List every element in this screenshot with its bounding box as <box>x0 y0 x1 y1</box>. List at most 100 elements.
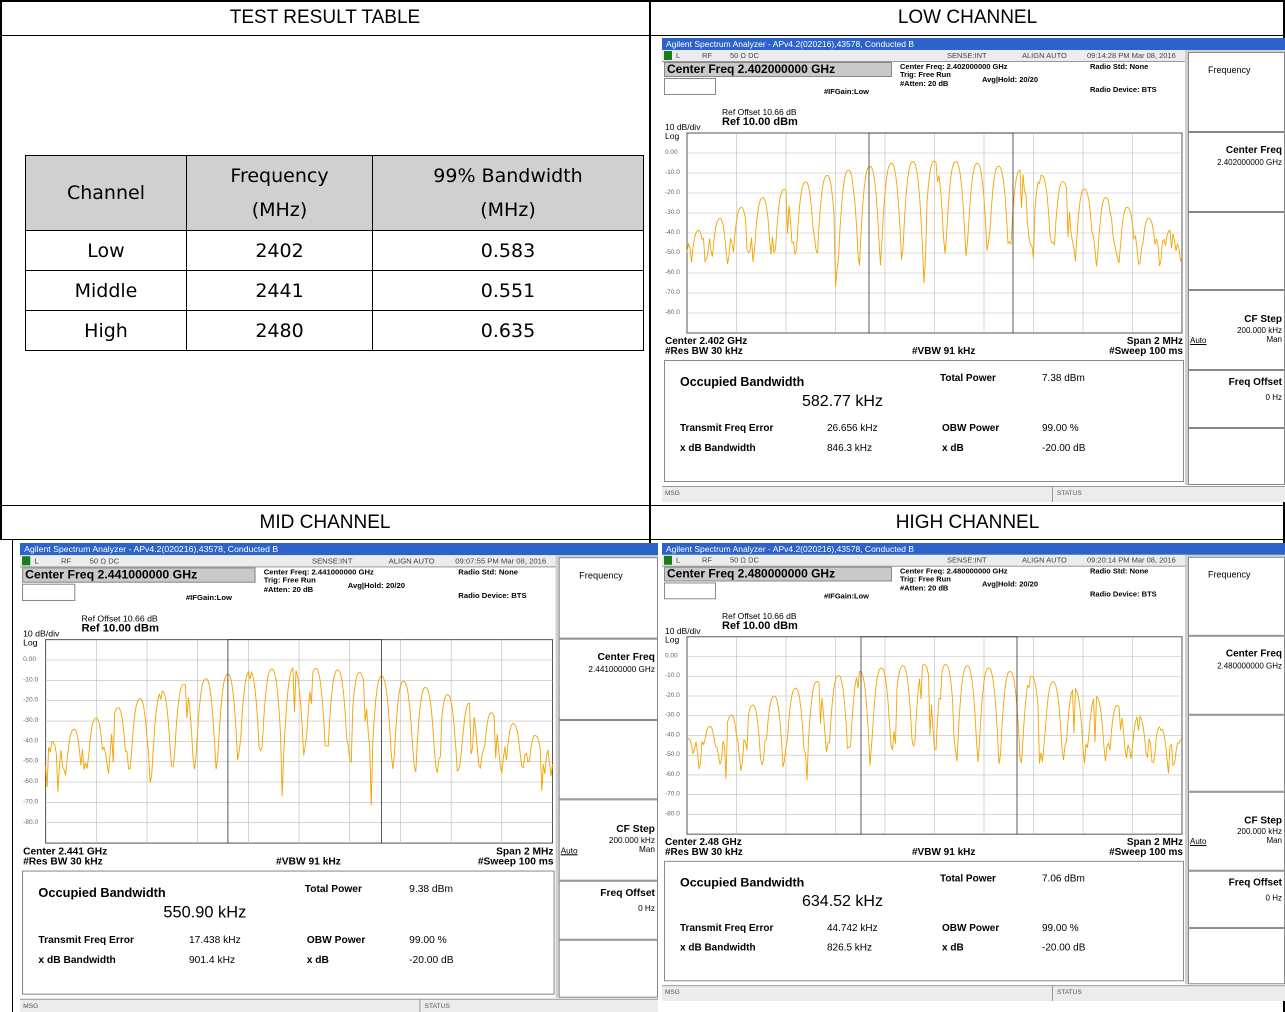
spectrum-plot <box>686 636 1183 835</box>
y-label: -40.0 <box>23 737 39 745</box>
border <box>0 0 2 540</box>
footer-text: STATUS <box>1057 989 1082 997</box>
menu-option: Man <box>1266 335 1282 344</box>
log: Log <box>665 131 680 141</box>
menu-label: CF Step <box>1244 314 1282 325</box>
menu-value: 200.000 kHz <box>1237 827 1282 837</box>
footer-text: MSG <box>665 490 680 497</box>
cell: 0.635 <box>372 310 644 351</box>
menu-value: 0 Hz <box>1265 393 1282 402</box>
meas-label: OBW Power <box>306 934 366 946</box>
trace <box>686 160 1183 287</box>
setting: Radio Std: None <box>1090 62 1149 71</box>
cell: 2441 <box>186 270 373 311</box>
status-text: RF <box>702 555 712 565</box>
status-text: L <box>676 51 681 60</box>
center-freq: Center Freq 2.480000000 GHz <box>667 566 836 581</box>
menu-value: 2.402000000 GHz <box>1217 158 1282 167</box>
row: High 2480 0.635 <box>25 310 644 351</box>
meas-value: 550.90 kHz <box>163 904 247 922</box>
status-badge <box>664 51 672 60</box>
analyzer-screen: Agilent Spectrum Analyzer - APv4.2(02021… <box>662 543 1285 1001</box>
measurement-box <box>664 860 1184 982</box>
menu-key <box>558 799 658 881</box>
menu-key <box>1188 927 1285 985</box>
menu-value: 0 Hz <box>638 904 655 914</box>
status-bar <box>662 554 1185 567</box>
meas-value: -20.00 dB <box>409 954 454 967</box>
menu-option: Man <box>638 845 655 855</box>
input-box <box>22 583 76 601</box>
menu-option: Auto <box>560 846 578 856</box>
setting: Avg|Hold: 20/20 <box>982 579 1039 589</box>
menu-option: Man <box>1266 836 1282 846</box>
y-label: -30.0 <box>665 711 680 719</box>
meas-value: 826.5 kHz <box>827 942 873 954</box>
center-freq-box <box>664 62 892 77</box>
setting: #Atten: 20 dB <box>263 584 314 594</box>
meas-value: -20.00 dB <box>1042 942 1086 954</box>
axis-text: #Res BW 30 kHz <box>665 346 743 357</box>
meas-label: x dB Bandwidth <box>680 942 756 954</box>
input-box <box>664 78 716 95</box>
y-label: -70.0 <box>665 289 680 296</box>
y-label: -50.0 <box>665 751 680 759</box>
setting: Trig: Free Run <box>900 70 951 79</box>
heading: MID CHANNEL <box>259 512 391 533</box>
window-title: Agilent Spectrum Analyzer - APv4.2(02021… <box>666 39 915 49</box>
axis-text: #Sweep 100 ms <box>477 856 554 868</box>
axis-text: #VBW 91 kHz <box>276 856 341 868</box>
center-freq-box <box>22 567 256 583</box>
status-text: ALIGN AUTO <box>388 556 435 566</box>
status-badge <box>22 556 31 566</box>
msg-bar <box>662 486 1285 502</box>
heading: TEST RESULT TABLE <box>229 7 421 28</box>
axis-text: Center 2.441 GHz <box>23 846 108 858</box>
setting: Radio Device: BTS <box>1090 589 1157 599</box>
row: Low 2402 0.583 <box>25 230 644 271</box>
menu-title: Frequency <box>1208 65 1251 75</box>
cell: Middle <box>25 270 187 311</box>
header-row: Channel Frequency (MHz) 99% Bandwidth (MHz) <box>25 155 644 231</box>
window-title: Agilent Spectrum Analyzer - APv4.2(02021… <box>666 543 915 554</box>
obw-marker <box>227 639 382 844</box>
measurement-box <box>22 870 555 995</box>
status-text: RF <box>702 51 712 60</box>
footer-text: MSG <box>665 989 680 997</box>
y-label: -80.0 <box>665 810 680 818</box>
status-text: 09:07:55 PM Mar 08, 2016 <box>455 556 547 566</box>
menu-label: Center Freq <box>1225 145 1282 156</box>
ref-level: Ref 10.00 dBm <box>81 622 160 635</box>
status-text: SENSE:INT <box>947 51 987 60</box>
y-label: -70.0 <box>665 790 680 798</box>
header-text: (MHz) <box>251 199 308 221</box>
meas-value: 26.656 kHz <box>827 423 878 434</box>
axis-text: #Res BW 30 kHz <box>665 847 743 858</box>
input-box <box>664 582 716 600</box>
row: Middle 2441 0.551 <box>25 270 644 311</box>
menu-key <box>558 720 658 800</box>
border <box>0 539 1285 540</box>
spectrum-plot <box>45 639 554 844</box>
trace <box>45 666 553 806</box>
msg-bar <box>662 985 1285 1001</box>
y-label: -40.0 <box>665 731 680 739</box>
menu-key <box>1188 714 1285 792</box>
cell: 0.583 <box>372 230 644 271</box>
y-label: -80.0 <box>23 818 39 826</box>
menu-key <box>558 638 658 720</box>
header-cell: 99% Bandwidth (MHz) <box>372 155 644 231</box>
menu-key <box>1188 791 1285 871</box>
meas-label: x dB Bandwidth <box>38 954 116 967</box>
meas-label: x dB <box>942 942 964 954</box>
axis-text: Center 2.48 GHz <box>665 837 742 849</box>
status-text: 09:14:28 PM Mar 08, 2016 <box>1087 51 1176 60</box>
meas-value: -20.00 dB <box>1042 443 1086 454</box>
meas-label: Transmit Freq Error <box>38 934 135 946</box>
menu-value: 200.000 kHz <box>1237 326 1282 335</box>
menu-key <box>1188 635 1285 715</box>
y-label: -40.0 <box>665 229 680 236</box>
analyzer-screen: Agilent Spectrum Analyzer - APv4.2(02021… <box>20 543 658 1012</box>
meas-label: Transmit Freq Error <box>680 423 774 434</box>
border <box>0 505 1285 506</box>
